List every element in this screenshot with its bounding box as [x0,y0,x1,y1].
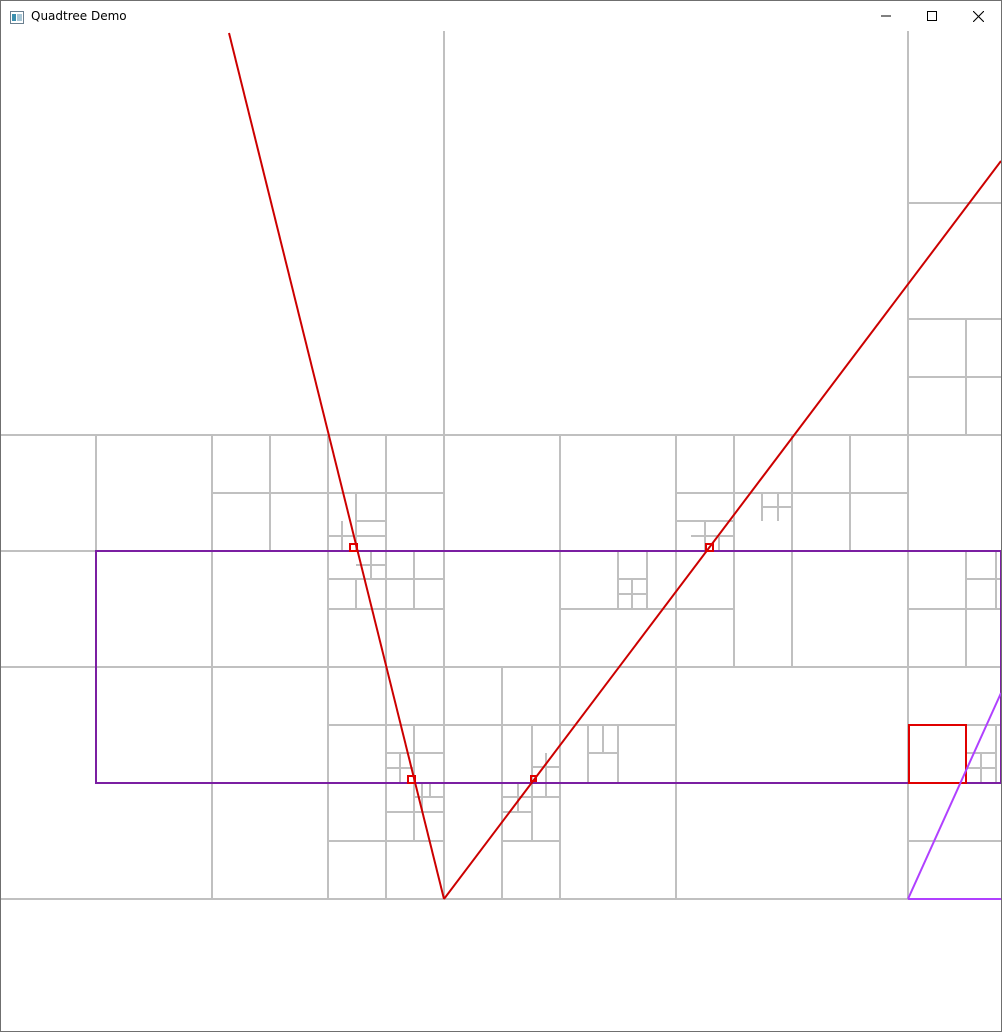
ray-line [443,160,1002,900]
maximize-icon [927,11,937,21]
hit-cell [705,543,714,552]
query-overlay [95,32,1002,900]
quadtree-canvas[interactable] [1,31,1002,1031]
close-button[interactable] [955,1,1001,31]
window-title: Quadtree Demo [31,9,127,23]
maximize-button[interactable] [909,1,955,31]
hit-cell [530,775,537,782]
secondary-ray-line [907,692,1002,900]
quadtree-grid [1,31,1001,900]
quadtree-drawing [1,31,1002,900]
hit-cell [349,543,358,552]
app-window-icon [10,9,24,24]
close-icon [972,10,984,22]
ray-line [228,32,445,900]
minimize-icon [881,15,891,17]
hit-cell [407,775,416,784]
minimize-button[interactable] [863,1,909,31]
hit-cell [908,724,967,784]
title-bar[interactable]: Quadtree Demo [1,1,1001,31]
